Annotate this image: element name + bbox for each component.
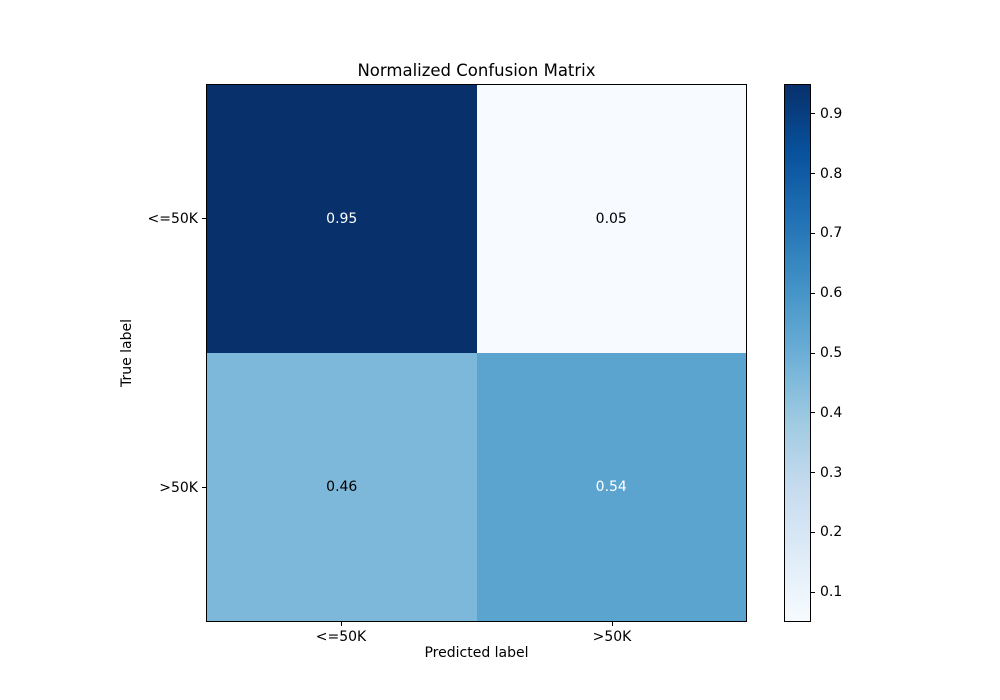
x-tick-mark xyxy=(341,622,342,626)
colorbar-tick-label: 0.7 xyxy=(820,225,843,242)
x-tick-label-gt50k: >50K xyxy=(592,629,632,645)
heatmap-grid: 0.95 0.05 0.46 0.54 xyxy=(207,85,746,621)
cell-value: 0.54 xyxy=(595,479,627,495)
y-tick-mark xyxy=(202,218,206,219)
heatmap-cell-true-gt50k-pred-gt50k: 0.54 xyxy=(476,353,746,621)
chart-title: Normalized Confusion Matrix xyxy=(357,61,596,80)
colorbar-tick-label: 0.4 xyxy=(820,404,843,421)
colorbar-tick-mark xyxy=(811,173,815,175)
colorbar-tick-mark xyxy=(811,232,815,234)
colorbar-tick-label: 0.3 xyxy=(820,464,843,481)
colorbar-tick-label: 0.2 xyxy=(820,524,843,541)
y-tick-label-le50k: <=50K xyxy=(147,211,198,227)
cell-value: 0.46 xyxy=(326,479,358,495)
x-axis-label: Predicted label xyxy=(424,645,529,661)
x-tick-mark xyxy=(612,622,613,626)
colorbar-gradient xyxy=(784,84,811,622)
y-tick-label-gt50k: >50K xyxy=(159,480,198,496)
colorbar-tick-mark xyxy=(811,292,815,294)
colorbar-tick-label: 0.1 xyxy=(820,584,843,601)
colorbar-tick-mark xyxy=(811,412,815,414)
cell-value: 0.95 xyxy=(326,211,358,227)
plot-area: 0.95 0.05 0.46 0.54 xyxy=(206,84,747,622)
colorbar-tick-mark xyxy=(811,472,815,474)
colorbar-tick-label: 0.8 xyxy=(820,165,843,182)
colorbar-tick-mark xyxy=(811,531,815,533)
colorbar-tick-label: 0.9 xyxy=(820,105,843,122)
colorbar-tick-label: 0.6 xyxy=(820,285,843,302)
cell-value: 0.05 xyxy=(595,211,627,227)
y-tick-mark xyxy=(202,487,206,488)
colorbar-tick-mark xyxy=(811,591,815,593)
colorbar-tick-mark xyxy=(811,113,815,115)
x-tick-label-le50k: <=50K xyxy=(315,629,367,645)
heatmap-cell-true-le50k-pred-le50k: 0.95 xyxy=(207,85,477,353)
heatmap-cell-true-gt50k-pred-le50k: 0.46 xyxy=(207,353,477,621)
colorbar-tick-label: 0.5 xyxy=(820,345,843,361)
colorbar-tick-mark xyxy=(811,352,815,354)
colorbar-ticks: 0.9 0.8 0.7 0.6 0.5 0.4 0.3 0.2 xyxy=(811,84,871,622)
heatmap-cell-true-le50k-pred-gt50k: 0.05 xyxy=(476,85,746,353)
y-axis-label: True label xyxy=(119,318,135,388)
